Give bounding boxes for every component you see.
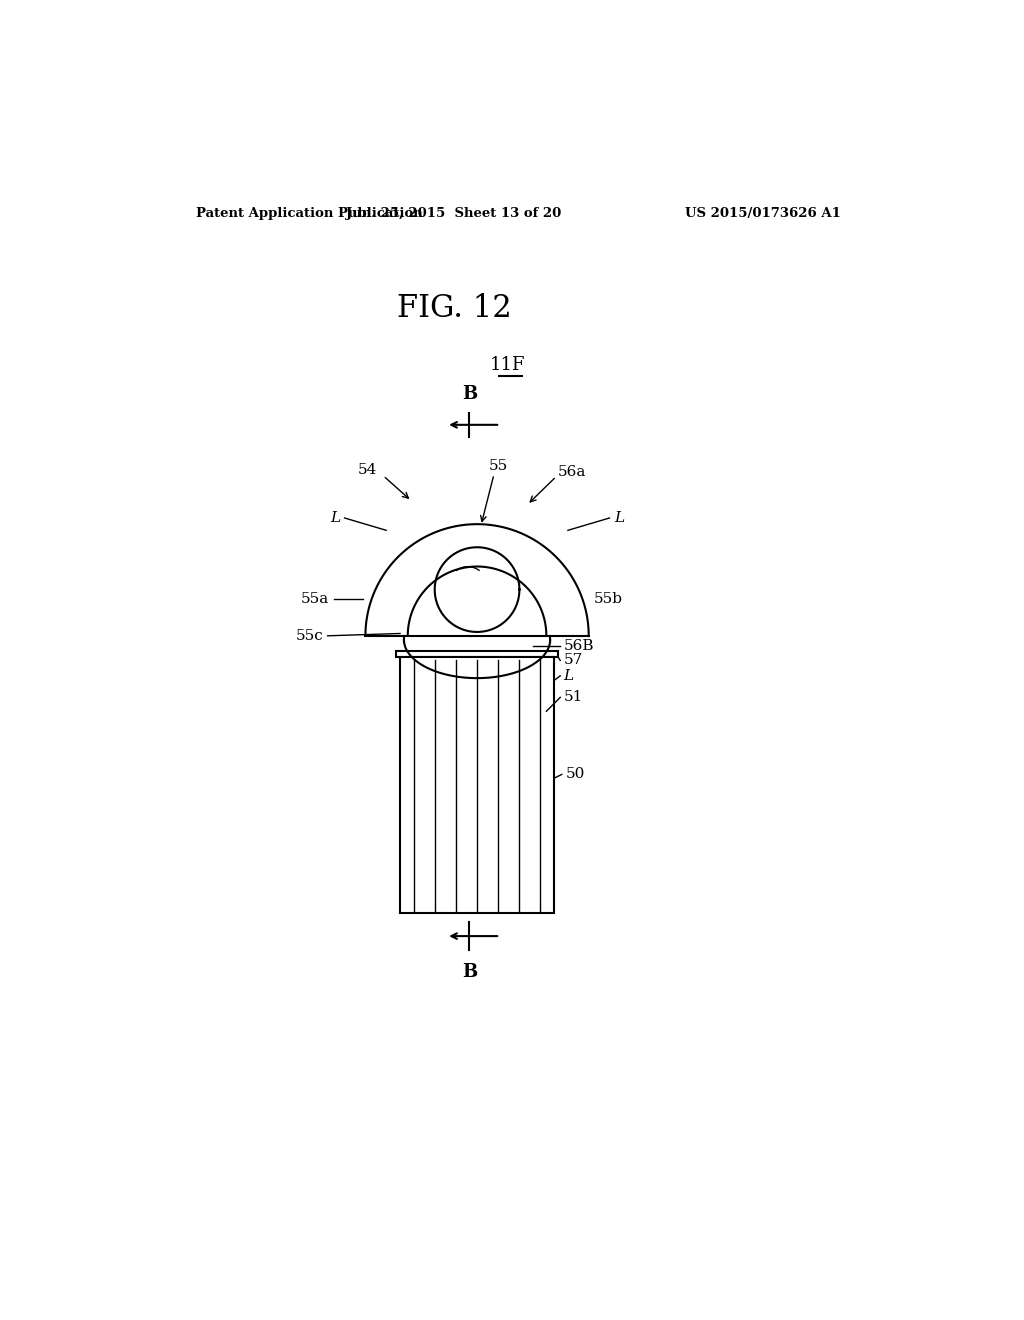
Text: 55c: 55c xyxy=(295,628,323,643)
Text: 57: 57 xyxy=(563,653,583,668)
Text: 56a: 56a xyxy=(558,465,587,479)
Text: 51: 51 xyxy=(563,690,583,705)
Text: 56B: 56B xyxy=(563,639,594,653)
Text: 55b: 55b xyxy=(594,591,623,606)
Text: 11F: 11F xyxy=(490,356,525,374)
Text: FIG. 12: FIG. 12 xyxy=(396,293,511,323)
Bar xyxy=(396,651,558,657)
Text: US 2015/0173626 A1: US 2015/0173626 A1 xyxy=(685,207,841,220)
Text: 50: 50 xyxy=(565,767,585,781)
Text: 54: 54 xyxy=(357,463,377,478)
Text: Patent Application Publication: Patent Application Publication xyxy=(196,207,423,220)
Text: L: L xyxy=(330,511,340,525)
Text: Jun. 25, 2015  Sheet 13 of 20: Jun. 25, 2015 Sheet 13 of 20 xyxy=(346,207,561,220)
Bar xyxy=(400,657,554,913)
Text: L: L xyxy=(563,669,573,682)
Text: 55: 55 xyxy=(488,459,508,474)
Text: B: B xyxy=(462,964,477,981)
Text: 55a: 55a xyxy=(301,591,330,606)
Text: B: B xyxy=(462,385,477,404)
Text: L: L xyxy=(614,511,625,525)
